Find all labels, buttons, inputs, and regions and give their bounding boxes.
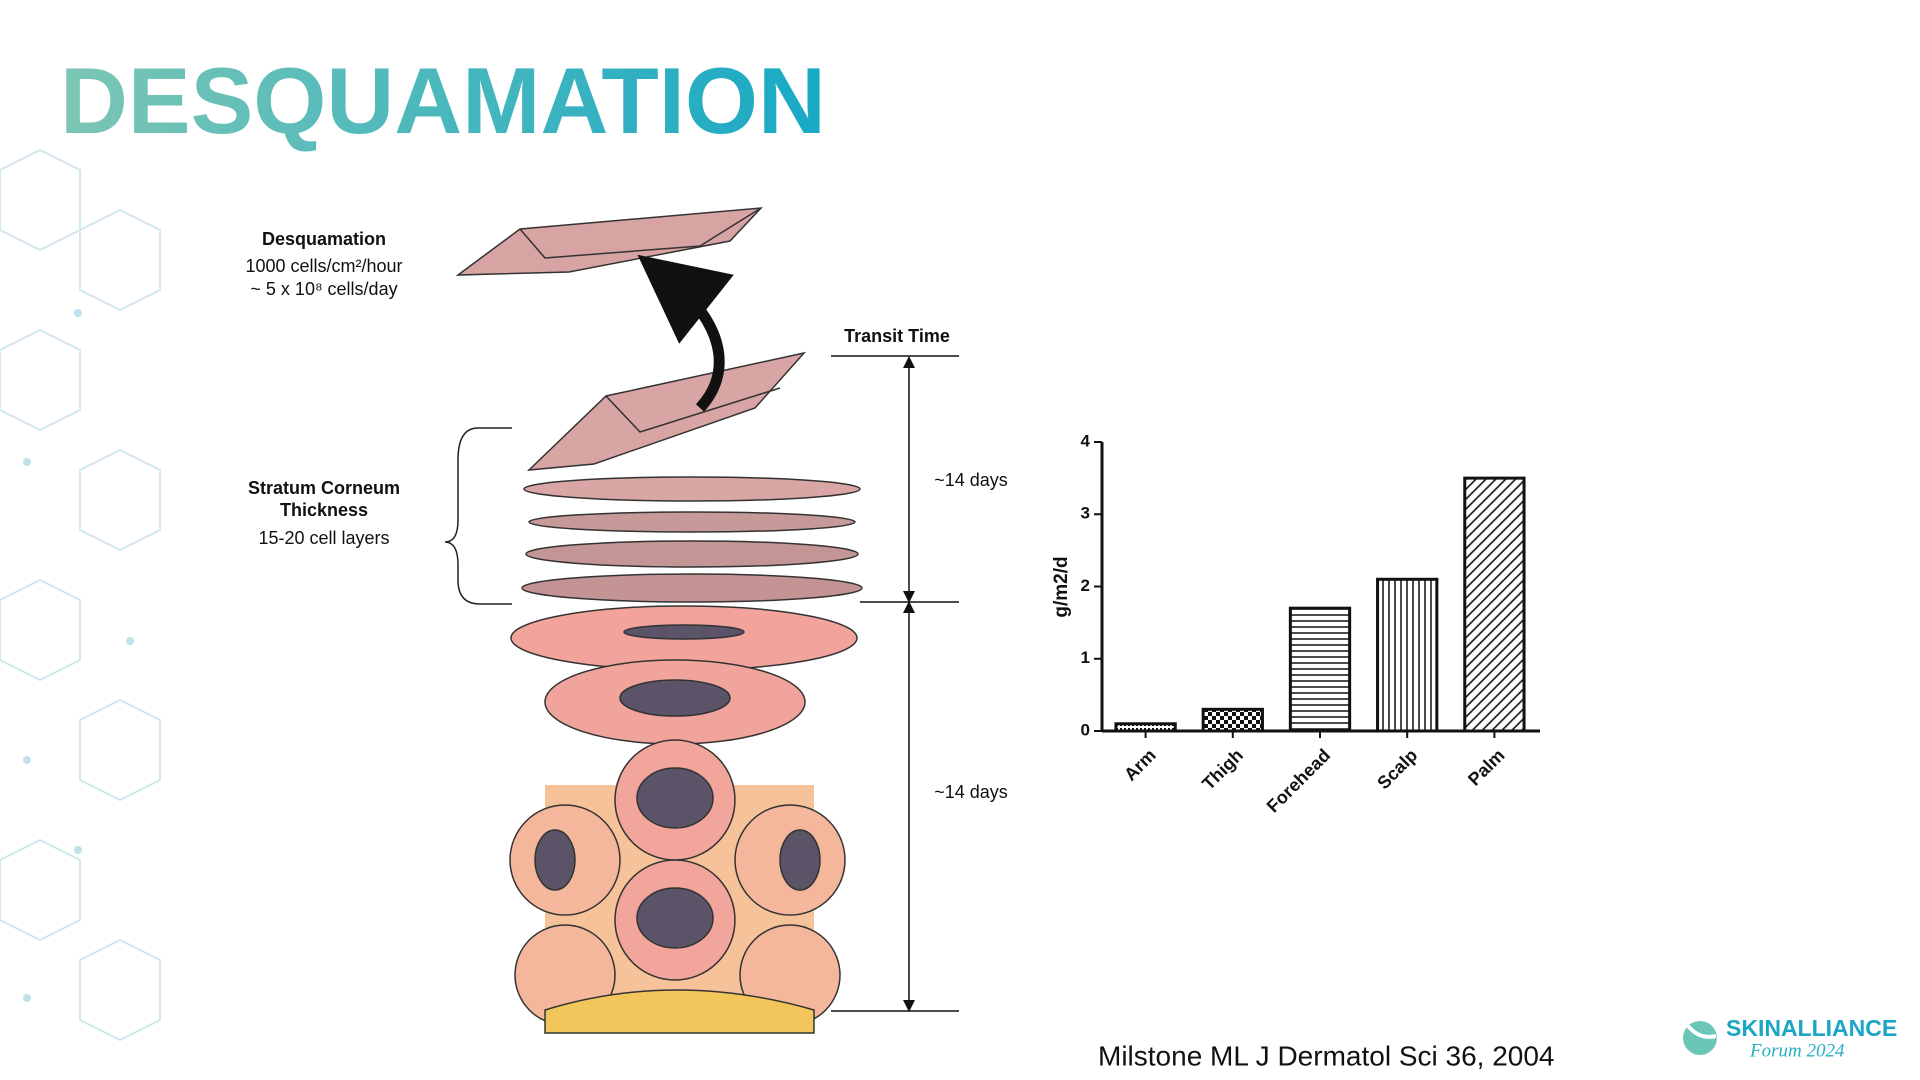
epidermis-diagram (444, 207, 959, 1034)
diagram-label: 15-20 cell layers (258, 528, 389, 548)
diagram-label: 1000 cells/cm²/hour (245, 256, 402, 276)
bar (1376, 577, 1439, 733)
diagram-label: ~14 days (934, 470, 1008, 490)
bar (1463, 476, 1526, 733)
y-tick-label: 4 (1081, 431, 1091, 450)
diagram-label: Transit Time (844, 326, 950, 346)
y-tick-label: 0 (1081, 720, 1090, 739)
bar (1288, 606, 1352, 733)
y-axis-label: g/m2/d (1051, 556, 1072, 617)
y-tick-label: 2 (1081, 576, 1090, 595)
citation: Milstone ML J Dermatol Sci 36, 2004 (1098, 1040, 1555, 1071)
diagram-label: Desquamation (262, 229, 386, 249)
slide-title: DESQUAMATION (60, 48, 826, 153)
background-decoration (0, 148, 161, 1042)
diagram-label: Thickness (280, 500, 368, 520)
diagram-label: Stratum Corneum (248, 478, 400, 498)
diagram-label: ~14 days (934, 782, 1008, 802)
logo-name: SKINALLIANCE (1726, 1015, 1897, 1041)
logo: SKINALLIANCE Forum 2024 (1683, 1015, 1897, 1061)
x-tick-label: Palm (1464, 745, 1509, 790)
diagram-label: ~ 5 x 10⁸ cells/day (250, 279, 397, 299)
bar (1114, 722, 1177, 733)
y-tick-label: 3 (1081, 504, 1090, 523)
x-tick-label: Arm (1120, 745, 1160, 785)
bar (1201, 707, 1264, 733)
x-tick-label: Forehead (1263, 745, 1334, 816)
bar-chart: g/m2/d 0 1 2 3 4 Arm Thigh Forehead Scalp Palm (1051, 431, 1540, 816)
logo-event: Forum 2024 (1749, 1040, 1845, 1061)
y-tick-label: 1 (1081, 648, 1090, 667)
x-tick-label: Scalp (1373, 745, 1421, 793)
x-tick-label: Thigh (1198, 745, 1247, 794)
